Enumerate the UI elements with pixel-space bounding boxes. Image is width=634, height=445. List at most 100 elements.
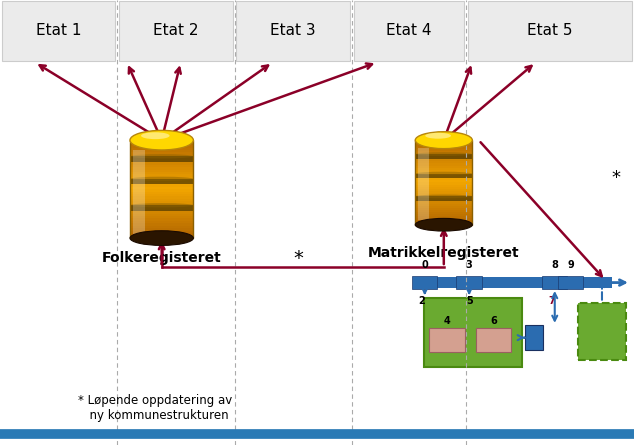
Bar	[130, 213, 193, 216]
Bar	[415, 176, 472, 178]
Ellipse shape	[415, 132, 472, 149]
Text: Matrikkelregisteret: Matrikkelregisteret	[368, 246, 520, 259]
Bar	[415, 195, 472, 197]
Bar	[130, 191, 193, 194]
Bar	[130, 208, 193, 211]
Bar	[2, 1, 115, 61]
Bar	[415, 182, 472, 185]
Bar	[415, 174, 472, 178]
Text: Folkeregisteret: Folkeregisteret	[102, 251, 221, 265]
Bar	[130, 206, 193, 209]
Bar	[424, 298, 522, 367]
Text: * Løpende oppdatering av
  ny kommunestrukturen: * Løpende oppdatering av ny kommunestruk…	[78, 394, 233, 422]
Bar	[415, 154, 472, 157]
Ellipse shape	[415, 152, 472, 156]
Bar	[415, 196, 472, 201]
Text: 0: 0	[422, 260, 428, 270]
Ellipse shape	[130, 177, 193, 181]
Text: 4: 4	[444, 316, 451, 326]
Bar	[415, 190, 472, 193]
Bar	[130, 223, 193, 226]
Bar	[130, 154, 193, 157]
Bar	[130, 194, 193, 197]
Bar	[130, 177, 193, 179]
Bar	[418, 149, 429, 220]
Bar	[415, 144, 472, 146]
Bar	[415, 154, 472, 159]
Ellipse shape	[415, 218, 472, 231]
Bar	[415, 188, 472, 191]
Bar	[415, 152, 472, 155]
Bar	[130, 174, 193, 177]
Bar	[456, 276, 482, 289]
Bar	[354, 1, 464, 61]
Text: Etat 5: Etat 5	[527, 23, 573, 38]
Bar	[558, 276, 583, 289]
Bar	[130, 179, 193, 184]
Bar	[130, 150, 193, 152]
Text: 3: 3	[466, 260, 472, 270]
Text: 9: 9	[567, 260, 574, 270]
Ellipse shape	[130, 130, 193, 150]
Bar	[130, 162, 193, 165]
Bar	[415, 180, 472, 182]
Bar	[130, 221, 193, 223]
Text: Etat 2: Etat 2	[153, 23, 198, 38]
Bar	[415, 161, 472, 163]
Bar	[130, 179, 193, 182]
Bar	[415, 205, 472, 208]
Ellipse shape	[130, 231, 193, 246]
Bar	[130, 196, 193, 199]
Bar	[415, 148, 472, 151]
Bar	[429, 328, 465, 352]
Bar	[415, 150, 472, 153]
Bar	[130, 203, 193, 206]
Ellipse shape	[141, 132, 170, 139]
Bar	[415, 218, 472, 221]
Bar	[130, 189, 193, 191]
Bar	[578, 303, 626, 360]
Bar	[130, 225, 193, 228]
Bar	[130, 233, 193, 236]
Bar	[130, 198, 193, 201]
Bar	[130, 171, 193, 174]
Bar	[130, 235, 193, 238]
Bar	[415, 167, 472, 170]
Bar	[130, 216, 193, 218]
Bar	[130, 167, 193, 170]
Bar	[415, 197, 472, 199]
Bar	[130, 140, 193, 142]
Bar	[415, 142, 472, 144]
Bar	[130, 164, 193, 167]
Bar	[525, 325, 543, 350]
Bar	[415, 159, 472, 161]
Bar	[130, 201, 193, 204]
Bar	[542, 276, 567, 289]
Bar	[130, 184, 193, 187]
Bar	[415, 146, 472, 149]
Bar	[130, 159, 193, 162]
Bar	[130, 218, 193, 221]
Ellipse shape	[415, 172, 472, 175]
Bar	[415, 140, 472, 142]
Bar	[130, 228, 193, 231]
Bar	[415, 210, 472, 212]
Text: 6: 6	[490, 316, 496, 326]
Ellipse shape	[415, 194, 472, 198]
Text: Etat 4: Etat 4	[386, 23, 432, 38]
Bar	[236, 1, 350, 61]
Bar	[415, 201, 472, 204]
Bar	[415, 174, 472, 176]
Bar	[415, 203, 472, 206]
Bar	[422, 277, 612, 288]
Bar	[415, 214, 472, 216]
Text: *: *	[612, 169, 621, 187]
Ellipse shape	[425, 133, 451, 139]
Bar	[415, 216, 472, 218]
Bar	[130, 211, 193, 214]
Bar	[130, 205, 193, 210]
Bar	[415, 169, 472, 172]
Bar	[415, 184, 472, 187]
Bar	[415, 193, 472, 195]
Bar	[130, 142, 193, 145]
